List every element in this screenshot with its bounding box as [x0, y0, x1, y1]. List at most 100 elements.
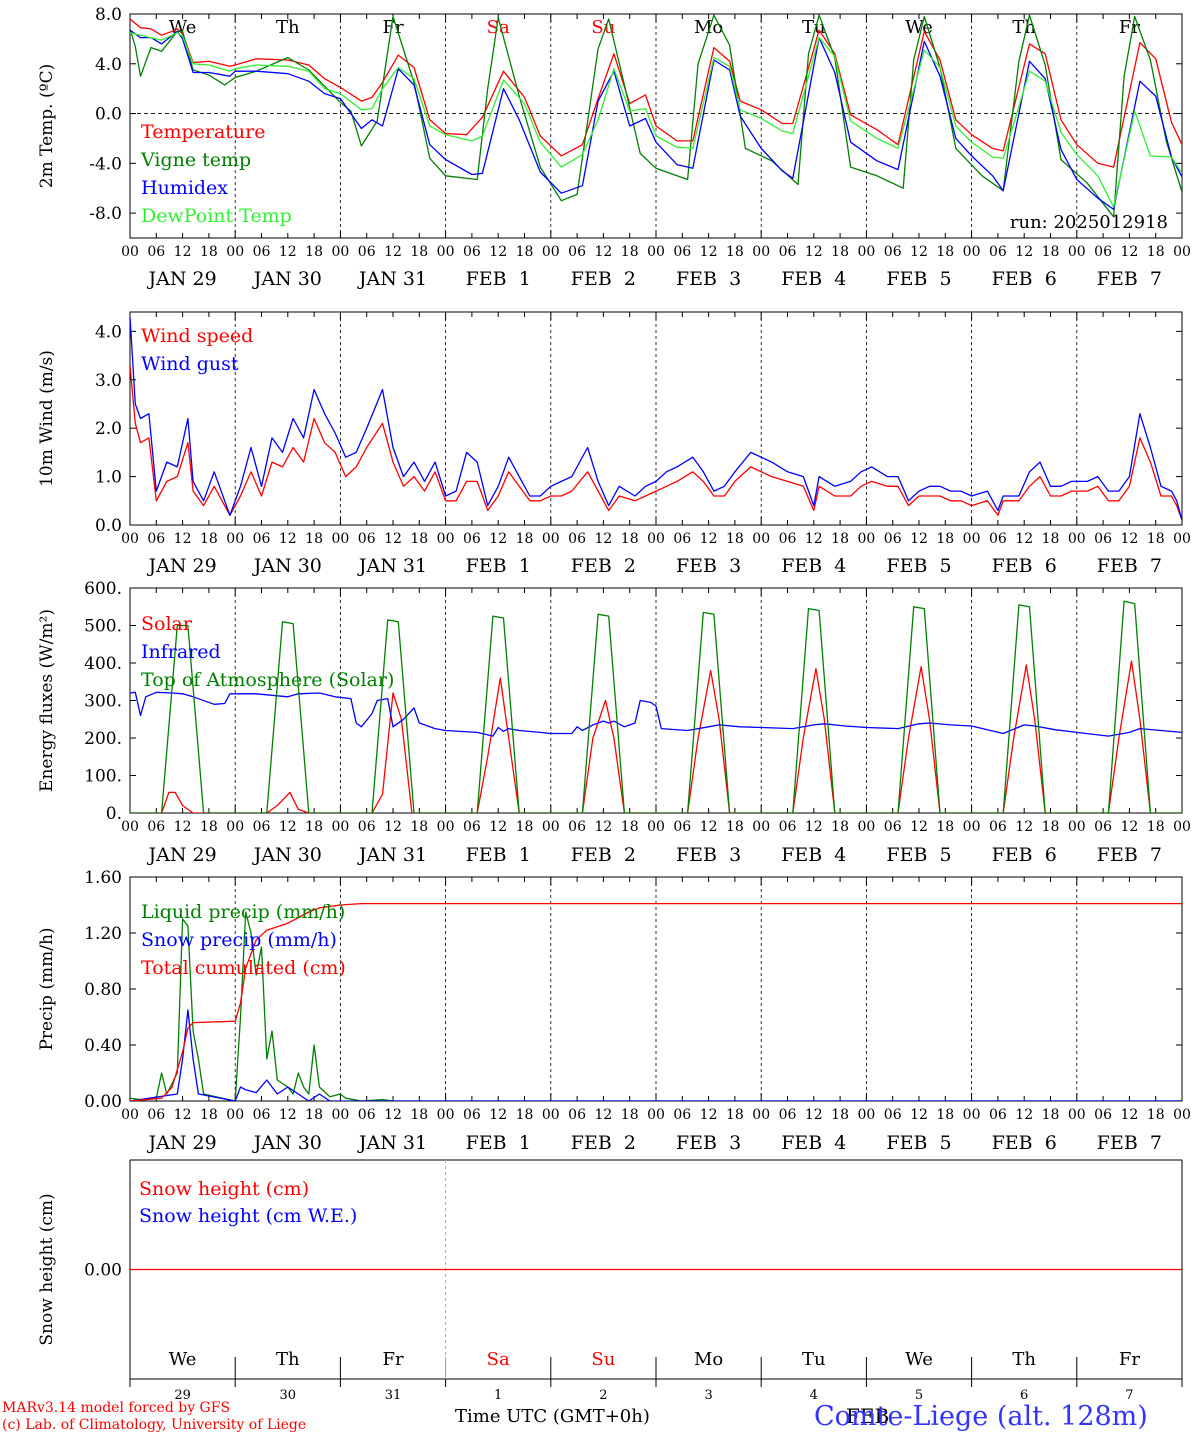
y-tick-label: 4.0: [95, 55, 122, 75]
series-line-snow-precip-mm-h-: [130, 1009, 1182, 1101]
station-label: Comte-Liege (alt. 128m): [814, 1401, 1148, 1432]
x-hour-label: 12: [594, 531, 612, 547]
x-date-label: FEB 3: [676, 268, 741, 290]
legend-entry: Solar: [141, 613, 193, 635]
x-date-label: JAN 30: [252, 555, 322, 577]
y-axis-label: 10m Wind (m/s): [37, 350, 57, 487]
x-hour-label: 12: [1120, 244, 1138, 260]
x-hour-label: 00: [121, 1107, 139, 1123]
day-name: Tu: [802, 1349, 826, 1370]
x-hour-label: 18: [200, 819, 218, 835]
x-date-label: FEB 6: [992, 1132, 1057, 1154]
x-hour-label: 00: [542, 531, 560, 547]
x-date-label: JAN 31: [357, 268, 427, 290]
x-hour-label: 12: [700, 819, 718, 835]
x-hour-label: 06: [1094, 1107, 1112, 1123]
x-hour-label: 12: [700, 1107, 718, 1123]
day-name: Sa: [487, 1349, 510, 1370]
x-hour-label: 00: [121, 531, 139, 547]
y-tick-label: 0.80: [84, 980, 122, 1000]
x-hour-label: 00: [1173, 819, 1191, 835]
x-date-label: FEB 4: [781, 1132, 846, 1154]
x-hour-label: 00: [331, 819, 349, 835]
x-date-label: FEB 6: [992, 268, 1057, 290]
x-hour-label: 18: [305, 1107, 323, 1123]
panel-frame: [129, 587, 1183, 814]
day-number: 7: [1125, 1388, 1133, 1400]
series-line-solar: [130, 660, 1182, 813]
x-date-label: FEB 1: [466, 555, 531, 577]
legend-entry: DewPoint Temp: [141, 205, 292, 227]
series-line-humidex: [130, 29, 1182, 211]
day-name: Fr: [1119, 1349, 1140, 1370]
x-hour-label: 00: [752, 819, 770, 835]
x-hour-label: 06: [568, 819, 586, 835]
x-date-label: FEB 2: [571, 555, 636, 577]
x-hour-label: 18: [726, 1107, 744, 1123]
x-hour-label: 06: [1094, 244, 1112, 260]
x-hour-label: 00: [226, 531, 244, 547]
x-hour-label: 18: [1042, 1107, 1060, 1123]
x-hour-label: 00: [121, 819, 139, 835]
day-number: 30: [280, 1388, 297, 1400]
panel-4: 1.60 1.20 0.80 0.40 0.00 Precip (mm/h) 00 06 12 1…: [37, 868, 1191, 1154]
x-hour-label: 18: [1042, 531, 1060, 547]
x-date-label: FEB 2: [571, 1132, 636, 1154]
y-tick-label: 2.0: [95, 419, 122, 439]
run-label: run: 2025012918: [1010, 212, 1168, 233]
day-name: We: [905, 17, 933, 38]
x-date-label: FEB 7: [1097, 268, 1162, 290]
x-hour-label: 00: [1068, 819, 1086, 835]
x-date-label: FEB 4: [781, 268, 846, 290]
x-axis-title: Time UTC (GMT+0h): [455, 1406, 650, 1427]
x-hour-label: 18: [516, 244, 534, 260]
day-name: Th: [1012, 17, 1036, 38]
x-hour-label: 12: [910, 244, 928, 260]
x-hour-label: 00: [1173, 531, 1191, 547]
x-hour-label: 18: [516, 819, 534, 835]
x-hour-label: 12: [174, 819, 192, 835]
x-hour-label: 00: [1173, 1107, 1191, 1123]
x-hour-label: 06: [147, 1107, 165, 1123]
day-name: Fr: [1119, 17, 1140, 38]
series-line-temperature: [130, 18, 1182, 168]
y-tick-label: 0.00: [84, 1092, 122, 1112]
x-hour-label: 00: [857, 819, 875, 835]
x-hour-label: 12: [910, 531, 928, 547]
legend-entry: Snow height (cm W.E.): [139, 1205, 357, 1227]
x-hour-label: 12: [489, 531, 507, 547]
day-number: 1: [494, 1388, 502, 1400]
x-date-label: FEB 5: [886, 844, 951, 866]
x-date-label: JAN 30: [252, 844, 322, 866]
x-hour-label: 00: [752, 531, 770, 547]
legend-entry: Infrared: [141, 641, 221, 663]
x-hour-label: 18: [516, 1107, 534, 1123]
x-hour-label: 18: [410, 531, 428, 547]
x-hour-label: 06: [673, 244, 691, 260]
x-hour-label: 18: [1147, 819, 1165, 835]
x-hour-label: 06: [1094, 819, 1112, 835]
x-hour-label: 12: [384, 531, 402, 547]
x-date-label: FEB 4: [781, 844, 846, 866]
x-hour-label: 06: [253, 1107, 271, 1123]
x-hour-label: 00: [542, 244, 560, 260]
x-hour-label: 06: [568, 244, 586, 260]
x-hour-label: 06: [147, 819, 165, 835]
legend-entry: Total cumulated (cm): [141, 957, 346, 979]
x-hour-label: 00: [857, 531, 875, 547]
x-hour-label: 00: [542, 1107, 560, 1123]
x-hour-label: 00: [437, 1107, 455, 1123]
series-line-dewpoint-temp: [130, 32, 1182, 208]
x-hour-label: 06: [358, 1107, 376, 1123]
x-hour-label: 12: [805, 819, 823, 835]
x-hour-label: 12: [489, 244, 507, 260]
x-date-label: JAN 30: [252, 268, 322, 290]
x-hour-label: 06: [463, 244, 481, 260]
x-hour-label: 12: [489, 1107, 507, 1123]
legend-entry: Snow precip (mm/h): [141, 929, 337, 951]
x-hour-label: 12: [174, 244, 192, 260]
y-axis-label: 2m Temp. (ºC): [37, 64, 57, 189]
x-hour-label: 18: [831, 819, 849, 835]
day-number: 3: [704, 1388, 712, 1400]
